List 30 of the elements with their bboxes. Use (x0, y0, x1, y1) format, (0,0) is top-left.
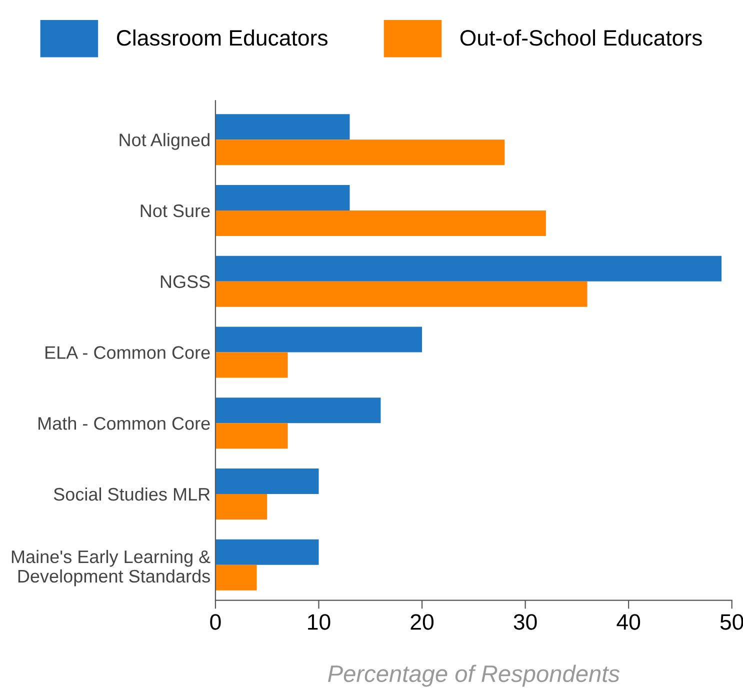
x-tick-label: 0 (210, 614, 221, 630)
bar (215, 352, 288, 378)
legend-label: Out-of-School Educators (460, 29, 702, 46)
bar (215, 140, 505, 166)
bar (215, 114, 350, 140)
y-tick-label: Social Studies MLR (54, 487, 210, 501)
x-axis-title: Percentage of Respondents (328, 664, 620, 687)
bar (215, 423, 288, 449)
bar (215, 281, 588, 307)
bar (215, 494, 268, 520)
y-tick-label: Maine's Early Learning & Development Standards (12, 550, 210, 586)
y-tick-label: Math - Common Core (38, 416, 210, 430)
x-tick-label: 50 (720, 614, 743, 630)
y-tick-label: ELA - Common Core (46, 346, 210, 359)
x-tick-label: 10 (308, 614, 330, 630)
legend-label: Classroom Educators (116, 29, 328, 46)
bar (215, 539, 319, 565)
bar (215, 468, 319, 494)
bar (215, 326, 422, 352)
bar (215, 564, 257, 590)
y-tick-label: Not Aligned (120, 133, 210, 150)
y-tick-label: NGSS (160, 275, 210, 288)
bar (215, 256, 722, 282)
bar (215, 210, 546, 236)
x-tick-label: 40 (616, 614, 640, 630)
bar (215, 398, 381, 424)
x-tick-label: 20 (410, 614, 434, 630)
x-tick-label: 30 (514, 614, 537, 630)
y-tick-label: Not Sure (140, 204, 210, 218)
bar (215, 184, 350, 210)
